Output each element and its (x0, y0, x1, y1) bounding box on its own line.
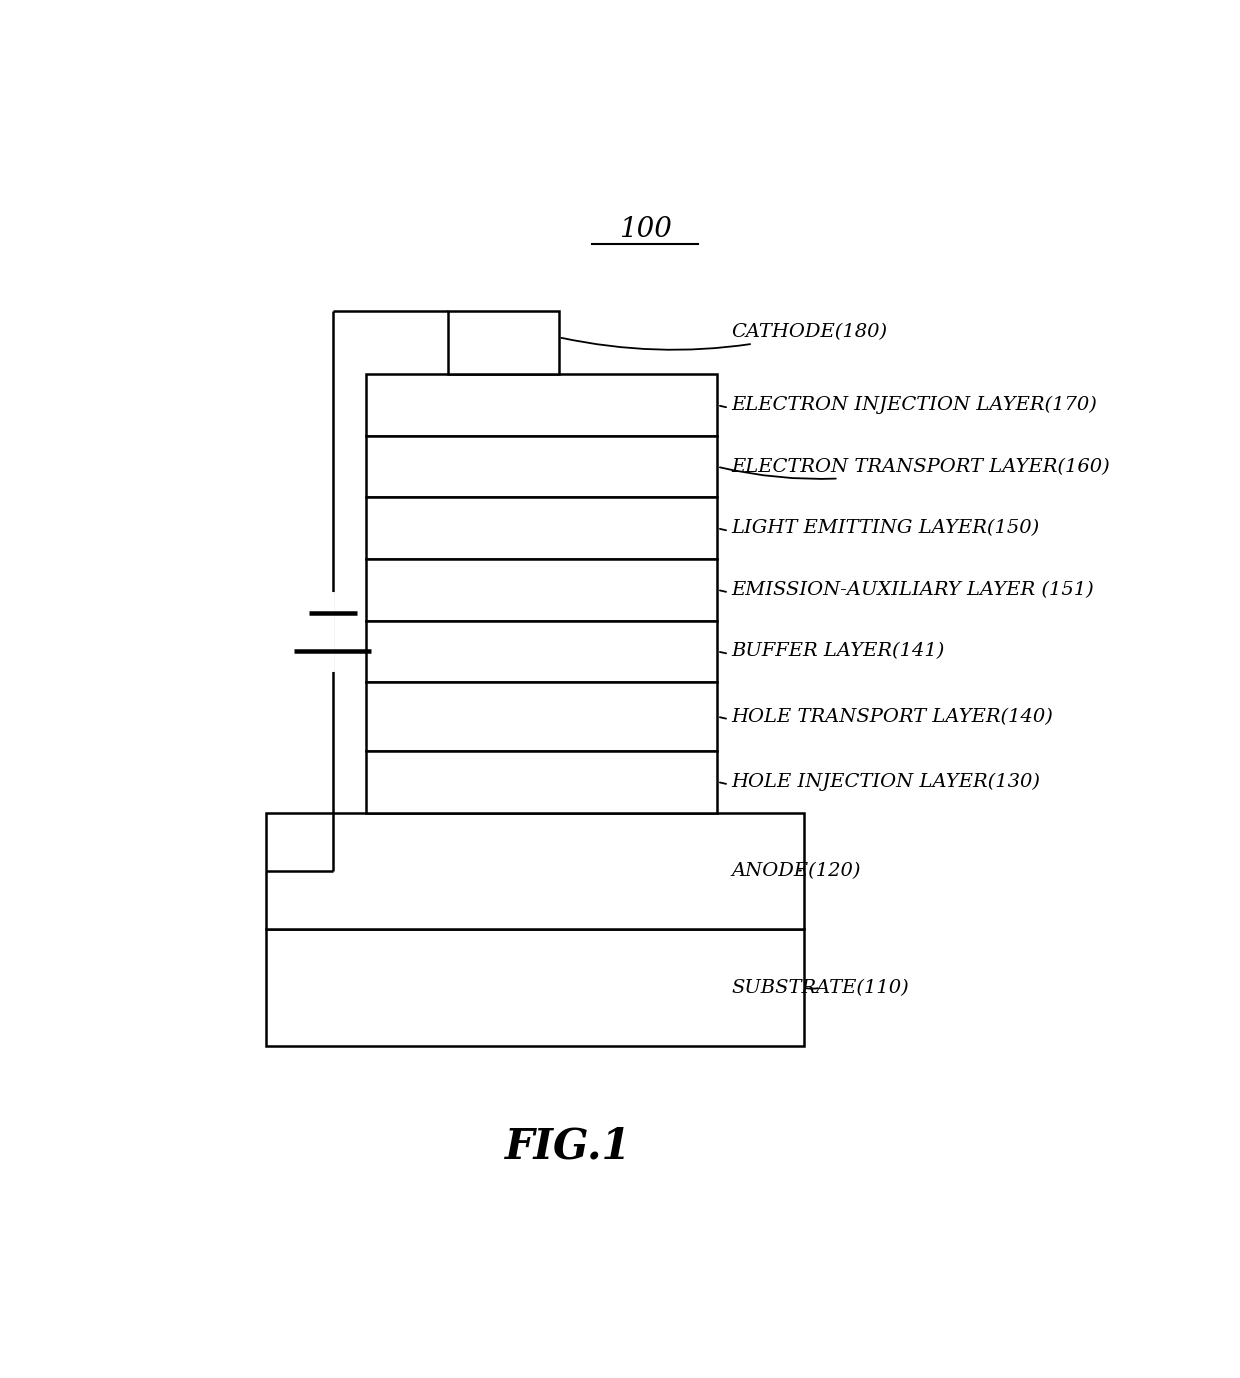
Text: ANODE(120): ANODE(120) (732, 863, 861, 881)
Bar (367, 375, 717, 435)
Text: BUFFER LAYER(141): BUFFER LAYER(141) (720, 642, 945, 660)
Text: HOLE INJECTION LAYER(130): HOLE INJECTION LAYER(130) (720, 773, 1040, 791)
Bar (265, 813, 804, 929)
Bar (367, 559, 717, 620)
Bar (265, 929, 804, 1046)
Bar (367, 620, 717, 682)
Bar (448, 310, 558, 375)
Text: EMISSION-AUXILIARY LAYER (151): EMISSION-AUXILIARY LAYER (151) (720, 580, 1095, 599)
Text: ELECTRON TRANSPORT LAYER(160): ELECTRON TRANSPORT LAYER(160) (720, 457, 1110, 480)
Text: SUBSTRATE(110): SUBSTRATE(110) (732, 978, 909, 996)
Bar (367, 682, 717, 751)
Text: LIGHT EMITTING LAYER(150): LIGHT EMITTING LAYER(150) (720, 520, 1040, 537)
Bar (367, 497, 717, 559)
Text: CATHODE(180): CATHODE(180) (562, 322, 888, 350)
Bar (367, 435, 717, 497)
Text: HOLE TRANSPORT LAYER(140): HOLE TRANSPORT LAYER(140) (720, 707, 1054, 726)
Text: ELECTRON INJECTION LAYER(170): ELECTRON INJECTION LAYER(170) (720, 395, 1097, 415)
Bar (367, 751, 717, 813)
Text: 100: 100 (619, 215, 672, 243)
Text: FIG.1: FIG.1 (505, 1126, 631, 1167)
